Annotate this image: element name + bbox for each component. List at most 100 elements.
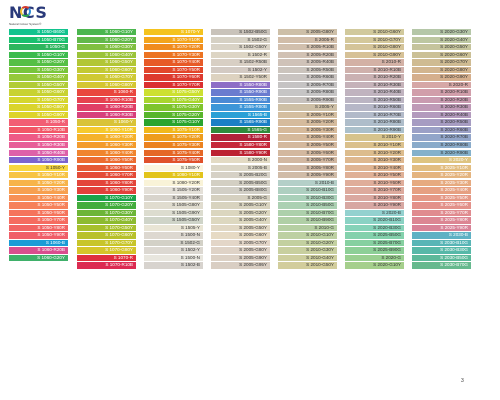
color-swatch: S 1050-R <box>9 119 68 126</box>
color-swatch: S 1050-Y10R <box>9 172 68 179</box>
swatch-code-label: S 1050-Y50R <box>37 202 65 208</box>
color-swatch: S 1060-Y80R <box>77 179 136 187</box>
swatch-code-label: S 2010-G10Y <box>306 232 334 238</box>
color-swatch: S 2020-G40Y <box>412 36 471 43</box>
color-swatch: S 1060-Y40R <box>77 149 136 156</box>
color-swatch: S 2010-G40Y <box>278 254 337 262</box>
swatch-code-label: S 2005-G20Y <box>239 209 267 215</box>
swatch-code-label: S 1565-B <box>247 111 267 117</box>
color-swatch: S 1060-G70Y <box>77 74 136 81</box>
color-swatch: S 1060-B <box>9 239 68 247</box>
swatch-code-label: S 1565-R90B <box>239 119 267 125</box>
swatch-code-label: S 1080-Y20R <box>172 179 200 185</box>
color-swatch: S 1080-Y20R <box>144 179 203 187</box>
swatch-code-label: S 1050-R20B <box>37 134 65 140</box>
color-swatch: S 2010-G20Y <box>278 239 337 247</box>
swatch-code-label: S 2010-Y70R <box>373 187 401 193</box>
color-swatch: S 1070-G60Y <box>77 232 136 239</box>
color-swatch: S 1502-B50G <box>211 29 270 36</box>
color-swatch: S 2020-R70B <box>412 134 471 141</box>
swatch-code-label: S 2020-R50B <box>440 119 468 125</box>
swatch-code-label: S 2025-Y10R <box>440 164 468 170</box>
swatch-code-label: S 1070-Y70R <box>172 81 200 87</box>
swatch-column: S 1060-G10Y S 1060-G20Y S 1060-G30Y S 1060-… <box>77 29 136 270</box>
swatch-code-label: S 1555-R90B <box>239 96 267 102</box>
color-swatch: S 2005-G50Y <box>211 224 270 232</box>
swatch-code-label: S 2010-R90B <box>373 126 401 132</box>
swatch-code-label: S 1060-Y10R <box>105 126 133 132</box>
swatch-code-label: S 1505-Y40R <box>172 194 200 200</box>
swatch-code-label: S 1050-G70Y <box>37 96 65 102</box>
color-swatch: S 2005-Y10R <box>278 111 337 119</box>
swatch-code-label: S 1050-Y40R <box>37 194 65 200</box>
color-swatch: S 2025-B70G <box>345 239 404 247</box>
color-swatch: S 1060-Y90R <box>77 187 136 194</box>
swatch-code-label: S 2005-Y50R <box>306 141 334 147</box>
swatch-code-label: S 1580-R <box>247 134 267 140</box>
color-swatch: S 2020-B30G <box>345 224 404 232</box>
color-swatch: S 2005-Y50R <box>278 141 337 149</box>
color-swatch: S 2030-B50G <box>412 254 471 262</box>
swatch-code-label: S 1060-Y80R <box>105 179 133 185</box>
color-swatch: S 2005-R <box>278 36 337 43</box>
color-swatch: S 1502-Y <box>144 247 203 254</box>
color-swatch: S 2010-G <box>278 224 337 232</box>
color-swatch: S 1075-G40Y <box>144 96 203 104</box>
color-swatch: S 2010-R10B <box>345 66 404 74</box>
color-swatch: S 2010-G90Y <box>345 51 404 58</box>
swatch-code-label: S 2005-Y30R <box>306 126 334 132</box>
swatch-code-label: S 1060-Y70R <box>105 172 133 178</box>
swatch-code-label: S 1502-G <box>247 36 267 42</box>
color-swatch: S 2010-R60B <box>345 104 404 111</box>
swatch-code-label: S 1050-Y90R <box>37 232 65 238</box>
swatch-code-label: S 2005-Y60R <box>306 149 334 155</box>
swatch-code-label: S 2010-B70G <box>306 209 334 215</box>
color-swatch: S 2005-R70B <box>278 81 337 89</box>
swatch-code-label: S 2010-Y40R <box>373 164 401 170</box>
color-swatch: S 1050-R20B <box>9 134 68 141</box>
color-swatch: S 2025-Y70R <box>412 209 471 217</box>
color-swatch: S 1050-G70Y <box>9 96 68 104</box>
color-swatch: S 1500-N <box>144 254 203 262</box>
swatch-code-label: S 2020-Y <box>448 157 468 163</box>
swatch-code-label: S 2020-B10G <box>373 217 401 223</box>
color-swatch: S 1502-G50Y <box>211 44 270 51</box>
color-swatch: S 2005-G70Y <box>211 239 270 247</box>
color-swatch: S 1060-R30B <box>77 111 136 119</box>
color-swatch: S 2010-B10G <box>278 187 337 194</box>
color-swatch: S 2005-G60Y <box>211 232 270 239</box>
swatch-code-label: S 1565-G <box>247 126 267 132</box>
color-swatch: S 1050-G50Y <box>9 81 68 89</box>
swatch-code-label: S 2005-B50G <box>239 179 267 185</box>
color-swatch: S 1060-G40Y <box>77 51 136 58</box>
swatch-code-label: S 1505-Y <box>180 224 200 230</box>
swatch-code-label: S 2020-G30Y <box>440 29 468 34</box>
color-swatch: S 2025-B50G <box>345 232 404 239</box>
color-swatch: S 2005-R80B <box>278 89 337 96</box>
color-swatch: S 2025-Y90R <box>412 224 471 232</box>
color-swatch: S 2010-R30B <box>345 81 404 89</box>
swatch-code-label: S 1070-R <box>113 254 133 260</box>
swatch-code-label: S 1502-Y <box>247 66 267 72</box>
color-swatch: S 1050-R40B <box>9 149 68 156</box>
color-swatch: S 2005-G10Y <box>211 202 270 209</box>
swatch-code-label: S 1050-R90B <box>37 157 65 163</box>
swatch-code-label: S 2010-G <box>314 224 334 230</box>
swatch-column: S 2010-G60Y S 2010-G70Y S 2010-G80Y S 2010-… <box>345 29 404 270</box>
swatch-code-label: S 1500-N <box>180 254 200 260</box>
color-swatch: S 1502-G <box>211 36 270 43</box>
color-swatch: S 2010-G70Y <box>345 36 404 43</box>
color-swatch: S 1050-Y50R <box>9 202 68 209</box>
swatch-code-label: S 2005-G90Y <box>239 254 267 260</box>
color-swatch: S 1505-Y20R <box>144 187 203 194</box>
swatch-code-label: S 2010-R30B <box>373 81 401 87</box>
color-swatch: S 2010-B30G <box>278 194 337 202</box>
color-swatch: S 1060-Y20R <box>77 134 136 141</box>
color-swatch: S 1070-Y20R <box>144 44 203 51</box>
color-swatch: S 2020-R10B <box>412 89 471 96</box>
color-swatch: S 1580-R <box>211 134 270 141</box>
color-swatch: S 2020-G30Y <box>412 29 471 36</box>
swatch-code-label: S 1080-Y <box>180 164 200 170</box>
color-swatch: S 1060-Y <box>77 119 136 126</box>
swatch-code-label: S 1070-Y40R <box>172 59 200 65</box>
